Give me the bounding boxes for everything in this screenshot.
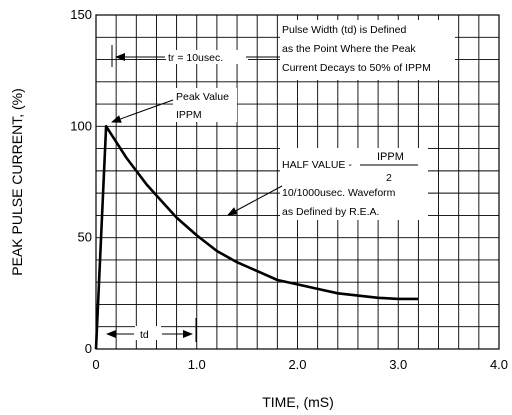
half-value-annotation: HALF VALUE - IPPM 2 10/1000usec. Wavefor… (227, 148, 428, 220)
half-value-denominator: 2 (386, 172, 392, 184)
td-label: td (140, 329, 149, 341)
waveform-label-1: 10/1000usec. Waveform (282, 187, 396, 199)
pulse-width-line-2: as the Point Where the Peak (282, 43, 416, 55)
peak-annotation: Peak Value IPPM (111, 88, 237, 123)
peak-label-2: IPPM (176, 109, 202, 121)
y-tick-label: 0 (85, 341, 92, 356)
x-tick-label: 4.0 (490, 357, 508, 372)
pulse-width-note: Pulse Width (td) is Defined as the Point… (280, 20, 455, 80)
plot-frame (95, 14, 500, 350)
tick-labels: 0 1.0 2.0 3.0 4.0 0 50 100 150 (70, 7, 508, 372)
tr-label: tr = 10usec. (168, 52, 223, 64)
y-tick-label: 50 (78, 230, 92, 245)
td-annotation: td (106, 318, 197, 342)
y-tick-label: 150 (70, 7, 92, 22)
series-line (94, 125, 419, 350)
pulse-width-line-3: Current Decays to 50% of IPPM (282, 62, 431, 74)
y-tick-label: 100 (70, 118, 92, 133)
pulse-width-line-1: Pulse Width (td) is Defined (282, 24, 406, 36)
half-value-label: HALF VALUE - (282, 159, 352, 171)
x-tick-label: 1.0 (188, 357, 206, 372)
y-axis-label: PEAK PULSE CURRENT, (%) (9, 88, 25, 275)
x-axis-label: TIME, (mS) (262, 394, 334, 410)
x-tick-label: 0 (92, 357, 99, 372)
x-tick-label: 3.0 (389, 357, 407, 372)
waveform-label-2: as Defined by R.E.A. (282, 206, 379, 218)
half-value-numerator: IPPM (377, 151, 404, 163)
x-tick-label: 2.0 (288, 357, 306, 372)
tr-annotation: tr = 10usec. (111, 45, 280, 67)
peak-label-1: Peak Value (176, 91, 229, 103)
